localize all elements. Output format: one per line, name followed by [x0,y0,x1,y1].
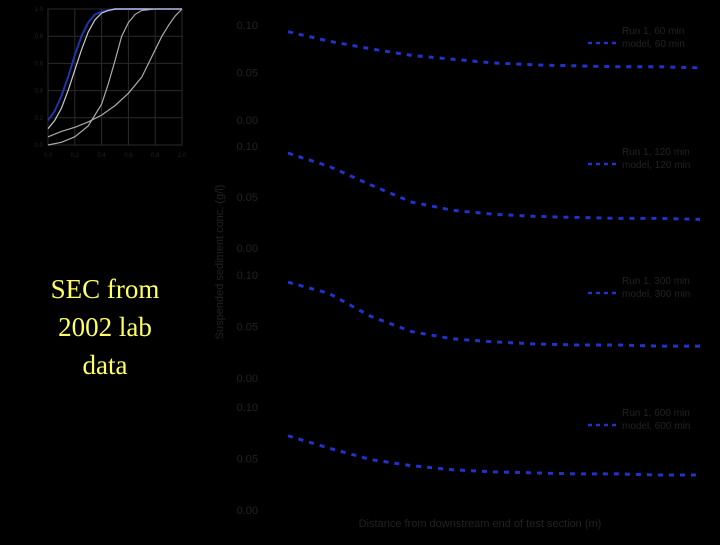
inset-series-line [47,8,182,146]
legend-entry: model, 120 min [622,160,690,171]
legend-entry: Run 1, 120 min [622,147,690,158]
inset-x-tick: 0.2 [71,153,80,159]
legend-entry: model, 60 min [622,39,685,50]
inset-x-tick: 0.4 [97,153,106,159]
inset-y-tick: 1.0 [35,7,44,13]
caption-line: SEC from [50,274,160,304]
panel-y-tick: 0.10 [237,20,258,32]
legend-entry: model, 600 min [622,421,690,432]
inset-y-tick: 0.6 [35,61,44,67]
inset-x-tick: 0.8 [151,153,160,159]
inset-series-line [47,8,182,122]
panel-y-tick: 0.00 [237,243,258,255]
legend-entry: model, 300 min [622,289,690,300]
model-series-line [287,151,701,221]
legend-entry: Run 1, 60 min [622,26,684,37]
legend-entry: Run 1, 300 min [622,276,690,287]
panel-y-tick: 0.10 [237,141,258,153]
model-series-line [287,434,700,477]
panel-y-tick: 0.10 [237,270,258,282]
panel-y-tick: 0.00 [237,373,258,385]
inset-series-line [47,8,182,130]
legend-entry: Run 1, 600 min [622,408,690,419]
panel-y-tick: 0.05 [237,68,258,80]
inset-series-line [47,8,183,138]
inset-y-tick: 0.4 [35,89,44,95]
y-axis-label: Suspended sediment conc. (g/l) [214,185,226,340]
panel-y-tick: 0.05 [237,322,258,334]
panel-y-tick: 0.00 [237,115,258,127]
caption-line: 2002 lab [58,312,152,342]
panel-y-tick: 0.00 [237,505,258,517]
inset-x-tick: 0.0 [44,153,53,159]
inset-x-tick: 0.6 [124,153,133,159]
model-series-line [287,30,701,70]
inset-y-tick: 0.8 [35,34,44,40]
x-axis-label: Distance from downstream end of test sec… [359,518,602,530]
sediment-panel: 0.10 0.05 0.00 Run 1, 60 min model, 60 min [237,20,701,127]
inset-y-tick: 0.0 [35,143,44,149]
inset-plot: 0.0 0.2 0.4 0.6 0.8 1.0 0.0 0.2 0.4 0.6 0.8 1.0 [35,7,187,159]
slide-caption: SEC from 2002 lab data [20,270,190,384]
panel-y-tick: 0.05 [237,192,258,204]
sediment-panel: 0.10 0.05 0.00 Run 1, 600 min model, 600 min [237,402,700,517]
model-series-line [287,280,700,348]
panel-y-tick: 0.05 [237,454,258,466]
caption-line: data [82,350,128,380]
panel-y-tick: 0.10 [237,402,258,414]
inset-x-tick: 1.0 [178,153,187,159]
sediment-panel: 0.10 0.05 0.00 Run 1, 120 min model, 120 min [237,141,701,255]
inset-y-tick: 0.2 [35,116,44,122]
sediment-panel: 0.10 0.05 0.00 Run 1, 300 min model, 300 min [237,270,700,385]
